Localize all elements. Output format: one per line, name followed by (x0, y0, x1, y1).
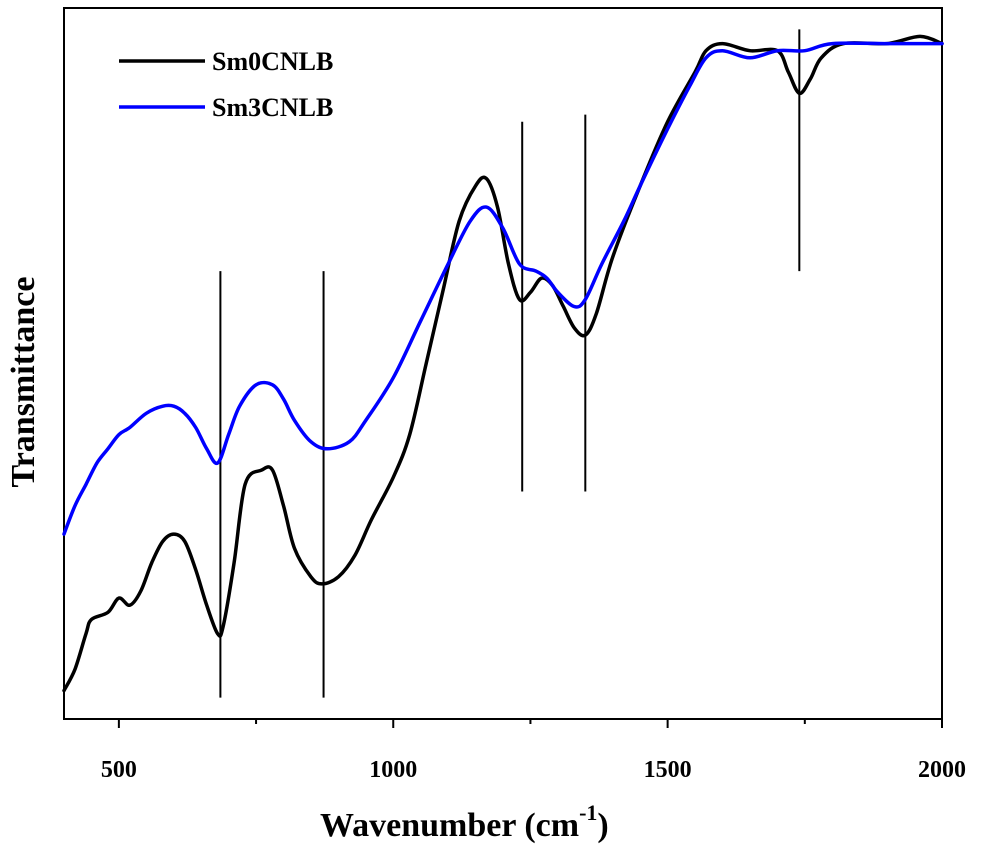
y-axis-title: Transmittance (5, 277, 42, 488)
x-axis-title-main: Wavenumber (cm (320, 807, 579, 844)
legend: Sm0CNLB Sm3CNLB (119, 47, 333, 122)
plot-frame (63, 7, 943, 720)
legend-label-sm0cnlb: Sm0CNLB (212, 47, 333, 76)
series-lines (62, 34, 944, 693)
vertical-markers (219, 29, 801, 698)
series-line-sm3cnlb (62, 41, 944, 536)
x-tick-label-2000: 2000 (918, 757, 966, 783)
x-tick-label-500: 500 (101, 757, 137, 783)
x-tick-label-1500: 1500 (644, 757, 692, 783)
x-axis-title-suffix: ) (597, 807, 608, 844)
legend-label-sm3cnlb: Sm3CNLB (212, 93, 333, 122)
x-axis-title-superscript: -1 (579, 800, 597, 825)
x-axis-title: Wavenumber (cm-1) (320, 800, 609, 844)
x-tick-label-1000: 1000 (369, 757, 417, 783)
x-axis-ticks: 500 1000 1500 2000 (101, 719, 966, 783)
series-line-sm0cnlb (62, 34, 944, 693)
